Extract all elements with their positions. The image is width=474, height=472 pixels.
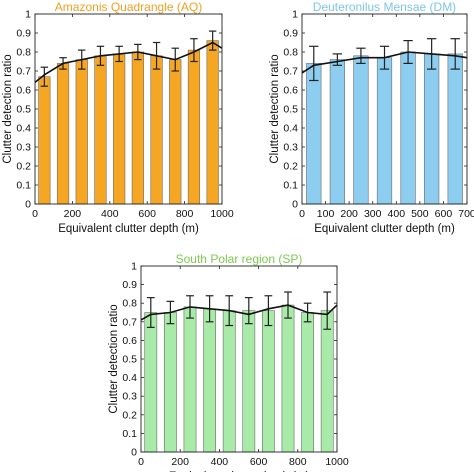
bar [400, 51, 416, 205]
x-tick-label: 200 [64, 208, 82, 220]
y-tick-label: 0.8 [16, 47, 31, 59]
y-tick-label: 0.6 [16, 85, 31, 97]
y-tick-label: 1 [131, 261, 137, 273]
chart-panel-aq: 0 0.1 0.2 0.3 0.4 0.5 0.6 0.7 0.8 0.9 1 0 200 400 600 8… [2, 0, 234, 235]
bar [131, 51, 144, 205]
x-tick-label: 400 [211, 456, 229, 468]
y-tick-label: 0.1 [16, 180, 31, 192]
y-tick-label: 0.9 [16, 28, 31, 40]
x-tick-label: 700 [458, 208, 474, 220]
y-tick-label: 0 [25, 199, 31, 211]
bar [301, 312, 314, 453]
y-tick-label: 0.4 [283, 123, 298, 135]
y-tick-label: 0.7 [122, 316, 137, 328]
trend-line [34, 41, 223, 84]
x-tick-label: 200 [340, 208, 358, 220]
bar [183, 306, 197, 453]
y-tick-label: 0.9 [283, 28, 298, 40]
y-tick-label: 0.4 [122, 372, 137, 384]
bar [206, 40, 219, 205]
y-axis-label: Clutter detection ratio [108, 304, 120, 413]
x-tick-label: 200 [171, 456, 189, 468]
bar [203, 308, 216, 453]
y-axis-label: Clutter detection ratio [269, 54, 281, 163]
bar [56, 63, 70, 205]
bar [187, 49, 201, 205]
x-tick-label: 500 [411, 208, 429, 220]
bar [169, 59, 182, 205]
x-tick-label: 0 [32, 208, 38, 220]
chart-panel-sp: 0 0.1 0.2 0.3 0.4 0.5 0.6 0.7 0.8 0.9 1 0 200 400 600 8… [108, 252, 349, 472]
bar [376, 57, 393, 205]
y-tick-label: 0 [292, 199, 298, 211]
bar [75, 59, 88, 205]
x-tick-label: 400 [101, 208, 119, 220]
bar [353, 55, 369, 205]
chart-title: South Polar region (SP) [176, 252, 303, 266]
bar [281, 304, 295, 453]
y-tick-label: 1 [25, 9, 31, 21]
x-tick-label: 1000 [325, 456, 349, 468]
x-tick-label: 0 [299, 208, 305, 220]
x-tick-label: 800 [289, 456, 307, 468]
y-tick-label: 0.1 [122, 428, 137, 440]
bar [164, 312, 177, 453]
bar [38, 76, 51, 205]
trend-line [301, 51, 468, 74]
y-tick-label: 0.8 [122, 298, 137, 310]
y-tick-label: 0 [131, 447, 137, 459]
y-tick-label: 0.1 [283, 180, 298, 192]
y-tick-label: 0.5 [16, 104, 31, 116]
y-tick-label: 0.9 [122, 279, 137, 291]
y-tick-label: 0.3 [122, 391, 137, 403]
x-tick-label: 1000 [210, 208, 234, 220]
x-tick-label: 100 [317, 208, 335, 220]
bar [424, 53, 440, 205]
bar [306, 63, 322, 205]
chart-title: Amazonis Quadrangle (AQ) [55, 0, 202, 14]
y-tick-label: 0.4 [16, 123, 31, 135]
bar [242, 310, 256, 453]
x-tick-label: 600 [435, 208, 453, 220]
x-tick-label: 600 [138, 208, 156, 220]
x-tick-label: 600 [250, 456, 268, 468]
y-tick-label: 0.7 [16, 66, 31, 78]
x-tick-label: 800 [176, 208, 194, 220]
x-axis-label: Equivalent clutter depth (m) [314, 223, 455, 235]
bar [329, 59, 345, 205]
bar [222, 310, 236, 453]
chart-title: Deuteronilus Mensae (DM) [313, 0, 456, 14]
bar [150, 55, 163, 205]
bar [94, 55, 107, 205]
bar [320, 310, 334, 453]
x-tick-label: 0 [138, 456, 144, 468]
y-tick-label: 0.2 [122, 409, 137, 421]
y-tick-label: 0.5 [283, 104, 298, 116]
y-tick-label: 0.3 [16, 142, 31, 154]
y-tick-label: 1 [292, 9, 298, 21]
y-tick-label: 0.8 [283, 47, 298, 59]
y-tick-label: 0.5 [122, 354, 137, 366]
y-axis-label: Clutter detection ratio [2, 54, 14, 163]
y-tick-label: 0.3 [283, 142, 298, 154]
y-tick-label: 0.7 [283, 66, 298, 78]
trend-line [140, 304, 338, 321]
y-tick-label: 0.2 [16, 161, 31, 173]
bar [447, 53, 463, 205]
bar [262, 310, 275, 453]
y-tick-label: 0.2 [283, 161, 298, 173]
x-tick-label: 400 [388, 208, 406, 220]
chart-panel-dm: 0 0.1 0.2 0.3 0.4 0.5 0.6 0.7 0.8 0.9 1 0 100 200 300 4… [269, 0, 474, 235]
bar [144, 312, 158, 453]
y-tick-label: 0.6 [122, 335, 137, 347]
y-tick-label: 0.6 [283, 85, 298, 97]
x-axis-label: Equivalent clutter depth (m) [58, 223, 199, 235]
bar [113, 53, 126, 205]
x-tick-label: 300 [364, 208, 382, 220]
